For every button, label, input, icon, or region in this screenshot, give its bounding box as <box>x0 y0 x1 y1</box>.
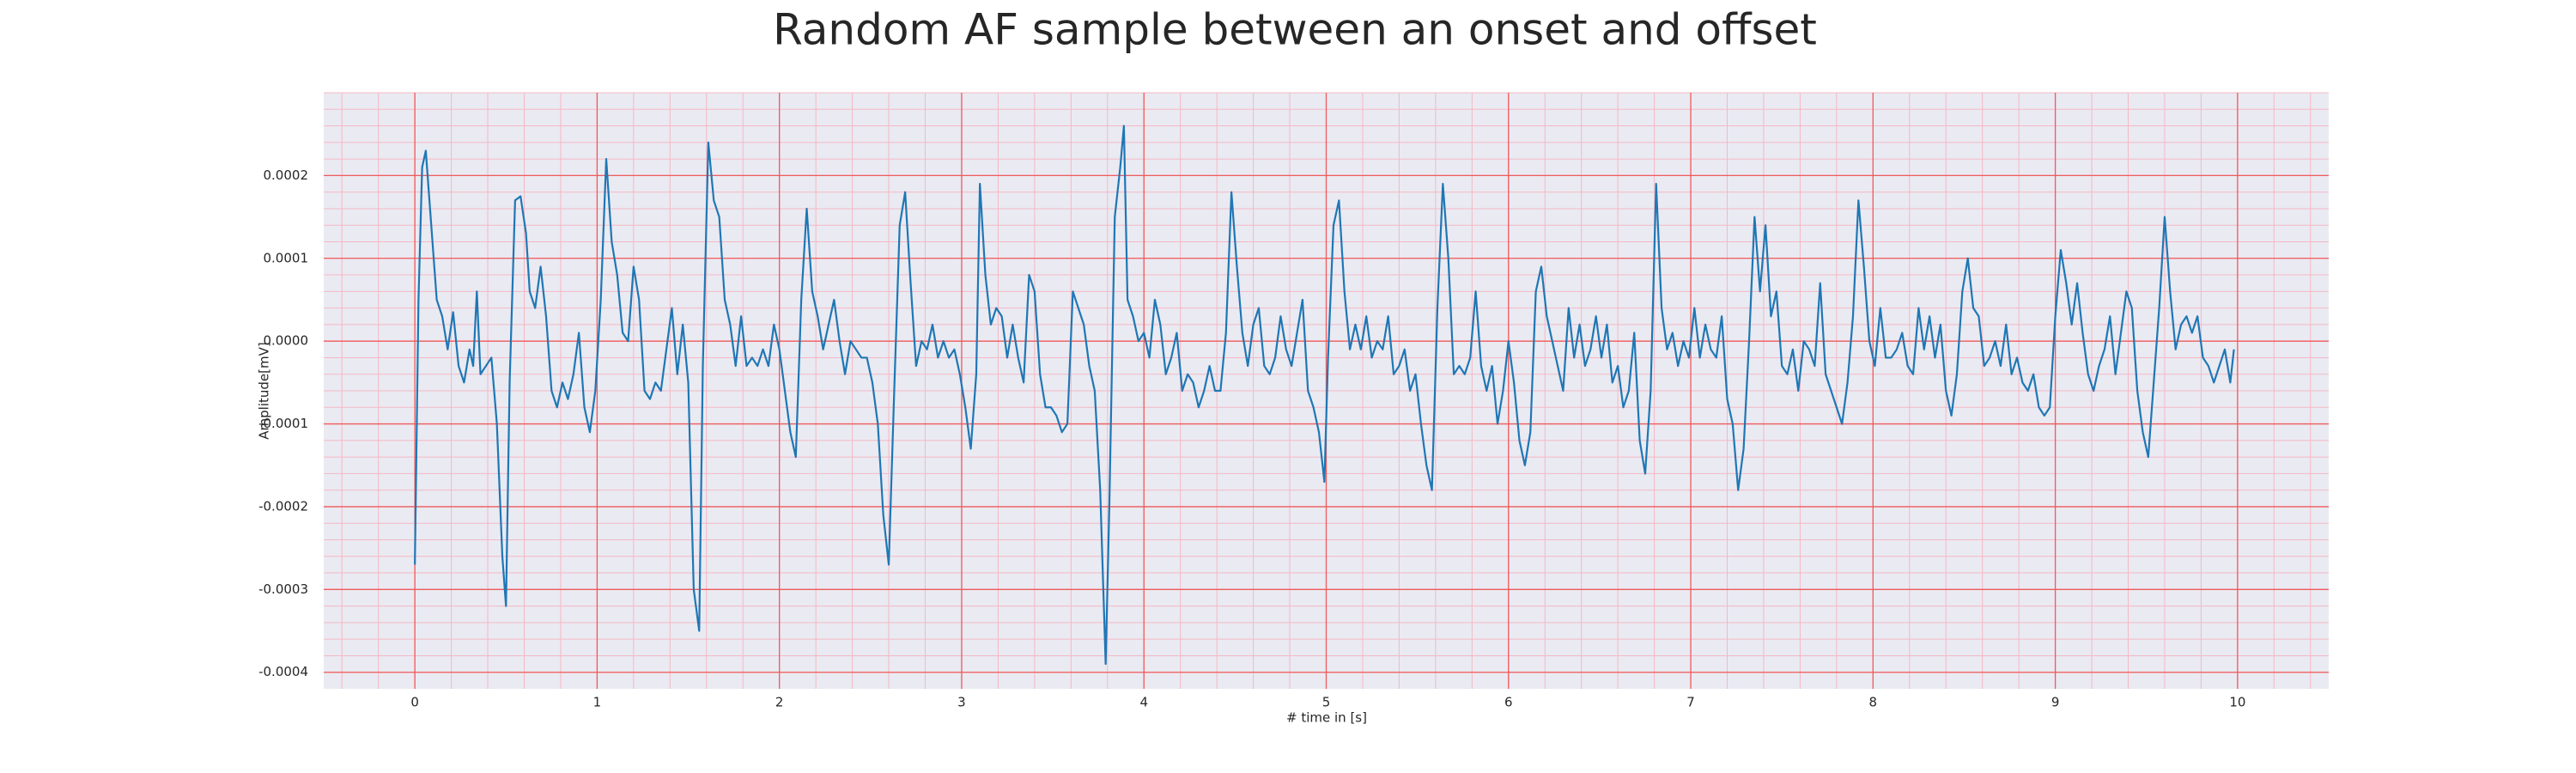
x-tick-label: 10 <box>2229 695 2245 710</box>
y-tick-label: -0.0002 <box>258 498 308 514</box>
x-tick-label: 2 <box>775 695 784 710</box>
signal-line <box>414 125 2235 666</box>
x-tick-label: 1 <box>593 695 602 710</box>
y-tick-label: 0.0002 <box>264 167 309 183</box>
x-tick-label: 0 <box>410 695 419 710</box>
y-tick-label: -0.0004 <box>258 664 308 679</box>
y-tick-label: 0.0001 <box>264 250 309 265</box>
x-tick-label: 6 <box>1504 695 1513 710</box>
y-tick-label: -0.0001 <box>258 416 308 431</box>
x-tick-label: 7 <box>1686 695 1695 710</box>
x-tick-label: 3 <box>957 695 966 710</box>
x-tick-label: 9 <box>2051 695 2060 710</box>
y-tick-label: -0.0003 <box>258 581 308 597</box>
x-tick-label: 4 <box>1139 695 1148 710</box>
chart-title: Random AF sample between an onset and of… <box>773 5 1817 55</box>
y-axis-label: Amplitude[mV] <box>257 342 272 439</box>
x-axis-label: # time in [s] <box>1286 710 1367 726</box>
x-tick-label: 5 <box>1322 695 1331 710</box>
x-tick-label: 8 <box>1869 695 1878 710</box>
y-tick-label: 0.0000 <box>264 333 309 349</box>
